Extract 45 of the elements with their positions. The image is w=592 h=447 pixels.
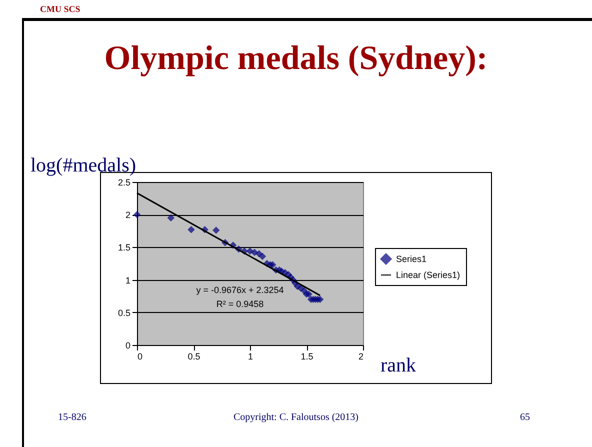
y-tick-label: 1 — [125, 275, 130, 286]
point — [285, 271, 292, 278]
point — [303, 291, 310, 298]
point — [168, 214, 174, 221]
annotation: R² = 0.9458 — [215, 298, 265, 311]
legend-label: Linear (Series1) — [396, 270, 460, 280]
point — [259, 253, 266, 260]
point — [212, 227, 220, 234]
point — [188, 226, 194, 233]
point — [298, 285, 304, 292]
point — [278, 268, 285, 274]
point — [282, 270, 288, 276]
text: 15-826 — [58, 412, 86, 423]
point — [267, 262, 274, 268]
text: 65 — [520, 412, 530, 423]
annotation: y = -0.9676x + 2.3254 — [195, 284, 285, 297]
x-tick-label: 1.5 — [300, 352, 314, 362]
x-tick-label: 1 — [248, 352, 254, 362]
chart-title: Olympic medals (Sydney): — [103, 40, 489, 78]
point — [246, 248, 254, 254]
point — [306, 291, 312, 298]
point — [312, 296, 319, 302]
x-tick-label: 2 — [358, 352, 364, 362]
text: Copyright: C. Faloutsos (2013) — [233, 412, 358, 423]
y-tick-label: 0 — [125, 340, 130, 350]
point — [276, 266, 282, 274]
point — [294, 283, 301, 290]
point — [308, 296, 314, 302]
x-tick-label: 0.5 — [188, 352, 200, 362]
y-axis-title: log(#medals) — [30, 154, 136, 176]
point — [269, 262, 276, 268]
point — [314, 296, 321, 302]
x-tick-label: 0 — [138, 352, 143, 362]
legend-label: Series1 — [396, 254, 427, 264]
point — [310, 296, 316, 302]
y-tick-label: 0.5 — [118, 308, 130, 318]
x-axis-title: rank — [380, 354, 416, 376]
y-tick-label: 1.5 — [118, 242, 130, 253]
point — [256, 250, 262, 257]
point — [301, 288, 308, 294]
text: CMU SCS — [40, 4, 80, 14]
point — [251, 249, 258, 256]
y-tick-label: 2.5 — [118, 178, 130, 188]
point — [316, 296, 324, 302]
y-tick-label: 2 — [125, 210, 130, 220]
